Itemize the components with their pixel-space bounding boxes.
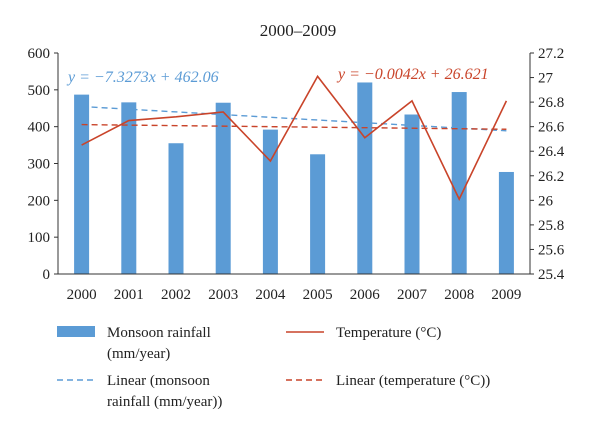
x-tick-label: 2007 bbox=[397, 287, 428, 303]
right-tick-label: 26.2 bbox=[538, 169, 564, 185]
legend-label: Linear (monsoon bbox=[107, 373, 210, 389]
right-tick-label: 27 bbox=[538, 71, 554, 87]
x-tick-label: 2006 bbox=[350, 287, 381, 303]
left-tick-label: 600 bbox=[28, 46, 51, 62]
x-tick-label: 2008 bbox=[444, 287, 474, 303]
x-tick-label: 2005 bbox=[303, 287, 333, 303]
rainfall-bar-2002 bbox=[168, 143, 184, 274]
rainfall-bar-2006 bbox=[357, 82, 373, 274]
x-tick-label: 2002 bbox=[161, 287, 191, 303]
left-tick-label: 100 bbox=[28, 230, 51, 246]
right-tick-label: 25.6 bbox=[538, 242, 565, 258]
legend-label: Monsoon rainfall bbox=[107, 325, 211, 341]
x-tick-label: 2009 bbox=[491, 287, 521, 303]
legend-swatch-rainfall bbox=[57, 326, 95, 337]
right-tick-label: 26.4 bbox=[538, 144, 565, 160]
plot-area: 0 100 200 300 400 500 600 25.4 25.6 25.8 26 26.2 26.… bbox=[28, 46, 565, 303]
legend-label: (mm/year) bbox=[107, 346, 170, 362]
rainfall-equation: y = −7.3273x + 462.06 bbox=[66, 69, 219, 86]
chart-title: 2000–2009 bbox=[260, 21, 337, 40]
rainfall-bar-2005 bbox=[310, 154, 326, 274]
legend-label: rainfall (mm/year)) bbox=[107, 394, 222, 410]
rainfall-bar-2008 bbox=[451, 92, 467, 274]
rainfall-bar-2000 bbox=[74, 94, 90, 274]
temperature-equation: y = −0.0042x + 26.621 bbox=[336, 66, 489, 83]
x-tick-label: 2003 bbox=[208, 287, 238, 303]
rainfall-bar-2003 bbox=[215, 102, 231, 274]
legend-label: Temperature (°C) bbox=[336, 325, 441, 341]
rainfall-bar-2004 bbox=[262, 129, 278, 274]
right-tick-label: 26.8 bbox=[538, 95, 564, 111]
legend: Monsoon rainfall (mm/year) Temperature (°C… bbox=[57, 325, 490, 410]
left-tick-label: 400 bbox=[28, 120, 51, 136]
right-tick-label: 26.6 bbox=[538, 120, 565, 136]
right-tick-label: 25.4 bbox=[538, 267, 565, 283]
left-tick-label: 500 bbox=[28, 83, 51, 99]
rainfall-bar-2009 bbox=[498, 171, 514, 274]
temperature-trendline bbox=[81, 123, 507, 130]
x-tick-label: 2004 bbox=[255, 287, 286, 303]
right-tick-label: 27.2 bbox=[538, 46, 564, 62]
rainfall-bar-2007 bbox=[404, 114, 420, 275]
left-tick-label: 200 bbox=[28, 193, 51, 209]
x-tick-label: 2000 bbox=[67, 287, 97, 303]
right-tick-label: 26 bbox=[538, 193, 554, 209]
legend-label: Linear (temperature (°C)) bbox=[336, 373, 490, 389]
x-tick-label: 2001 bbox=[114, 287, 144, 303]
rainfall-bar-2001 bbox=[121, 102, 137, 275]
temperature-line bbox=[81, 74, 508, 201]
right-tick-label: 25.8 bbox=[538, 218, 564, 234]
left-tick-label: 0 bbox=[43, 267, 51, 283]
left-tick-label: 300 bbox=[28, 157, 51, 173]
